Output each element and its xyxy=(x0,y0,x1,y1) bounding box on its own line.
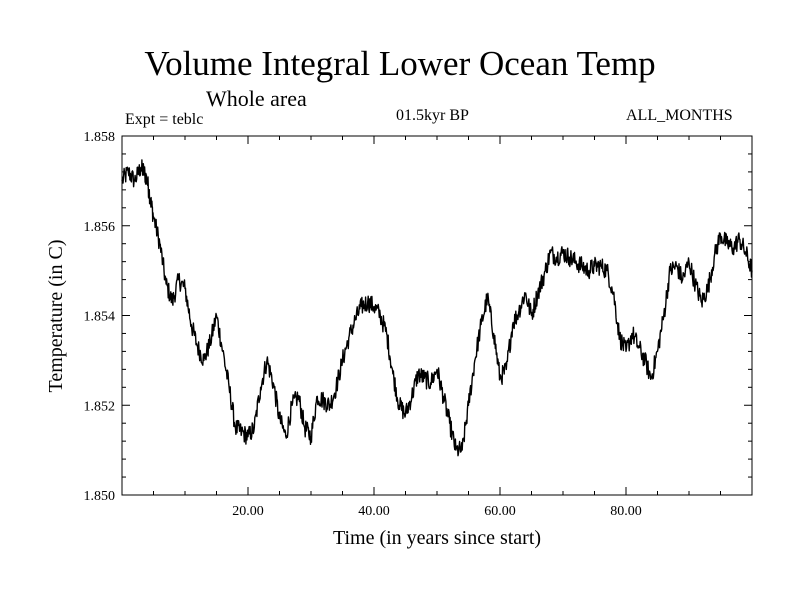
y-tick-label: 1.854 xyxy=(84,310,116,325)
period-label: 01.5kyr BP xyxy=(396,107,469,124)
y-axis: 1.850 1.852 1.854 1.856 1.858 xyxy=(84,130,752,504)
y-tick-label: 1.850 xyxy=(84,489,116,504)
x-axis-label: Time (in years since start) xyxy=(333,527,541,549)
x-axis: 20.00 40.00 60.00 80.00 xyxy=(153,136,721,519)
series-line xyxy=(121,159,753,457)
x-tick-label: 80.00 xyxy=(610,504,642,519)
chart-subtitle: Whole area xyxy=(206,86,307,111)
months-label: ALL_MONTHS xyxy=(626,107,733,124)
y-tick-label: 1.852 xyxy=(84,399,116,414)
y-axis-label: Temperature (in C) xyxy=(45,240,67,393)
y-tick-label: 1.856 xyxy=(84,220,116,235)
experiment-label: Expt = teblc xyxy=(125,111,204,128)
chart-title: Volume Integral Lower Ocean Temp xyxy=(144,44,656,83)
x-tick-label: 20.00 xyxy=(232,504,264,519)
series-layer xyxy=(121,159,753,457)
y-tick-label: 1.858 xyxy=(84,130,116,145)
x-tick-label: 40.00 xyxy=(358,504,390,519)
x-tick-label: 60.00 xyxy=(484,504,516,519)
